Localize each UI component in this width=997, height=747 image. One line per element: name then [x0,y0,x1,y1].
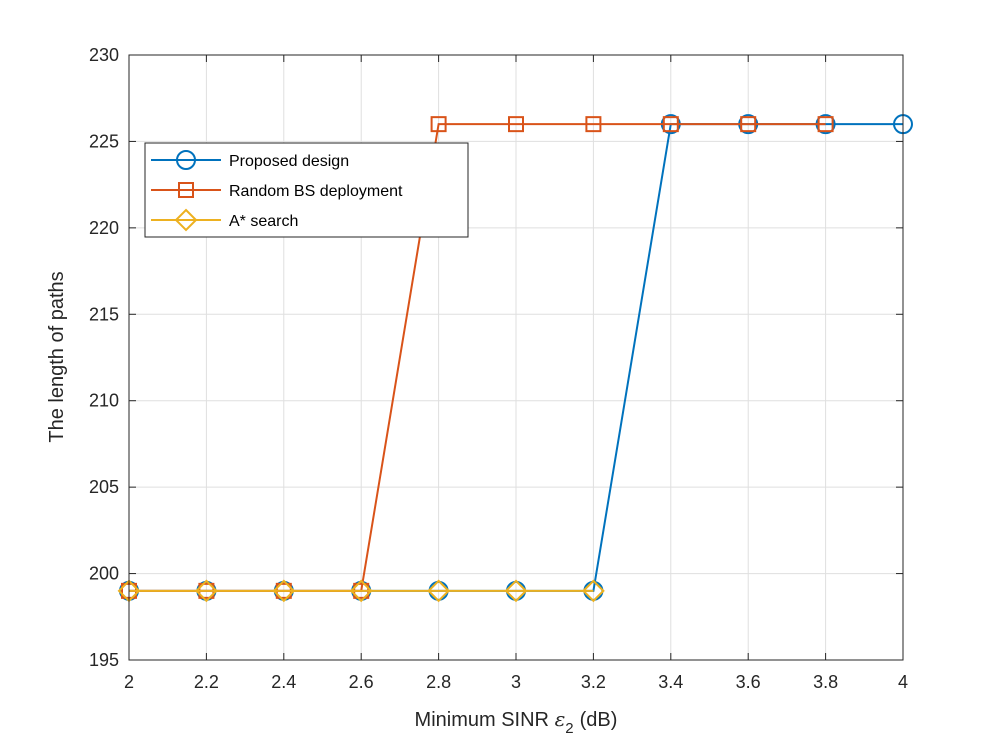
x-tick-label: 3.2 [581,672,606,692]
legend-label: Random BS deployment [229,183,403,200]
y-tick-label: 210 [89,391,119,411]
data-point [662,116,679,133]
legend-marker [174,208,198,232]
series-layer [117,114,913,603]
x-tick-label: 3.8 [813,672,838,692]
x-tick-label: 2.8 [426,672,451,692]
x-tick-label: 2.4 [271,672,296,692]
x-tick-label: 3.6 [736,672,761,692]
data-point [508,116,524,133]
data-point [581,579,605,603]
x-tick-label: 4 [898,672,908,692]
x-tick-label: 2.2 [194,672,219,692]
y-tick-label: 205 [89,477,119,497]
data-point [740,116,757,133]
x-tick-label: 2.6 [349,672,374,692]
y-tick-label: 195 [89,650,119,670]
legend-label: A* search [229,213,298,230]
legend-label: Proposed design [229,153,349,170]
y-tick-label: 230 [89,45,119,65]
y-tick-label: 220 [89,218,119,238]
y-tick-label: 215 [89,304,119,324]
data-point [585,116,602,133]
data-point [504,579,528,603]
series-2 [117,579,605,603]
data-point [349,579,373,603]
data-point [272,579,296,603]
x-axis-label: Minimum SINR ε2 (dB) [415,707,618,737]
x-tick-label: 2 [124,672,134,692]
legend-marker [176,150,196,170]
x-tick-label: 3 [511,672,521,692]
y-tick-label: 225 [89,131,119,151]
legend: Proposed design Random BS deployment A* se… [144,142,469,238]
data-point [427,579,451,603]
y-tick-label: 200 [89,564,119,584]
legend-marker [178,182,194,198]
data-point [194,579,218,603]
ticks: 2 2.2 2.4 2.6 2.8 3 3.2 3.4 3.6 3.8 4 195 200 205 210 2… [89,45,908,692]
data-point [817,116,834,133]
y-axis-label: The length of paths [46,271,68,442]
data-point [430,116,447,133]
x-tick-label: 3.4 [658,672,683,692]
